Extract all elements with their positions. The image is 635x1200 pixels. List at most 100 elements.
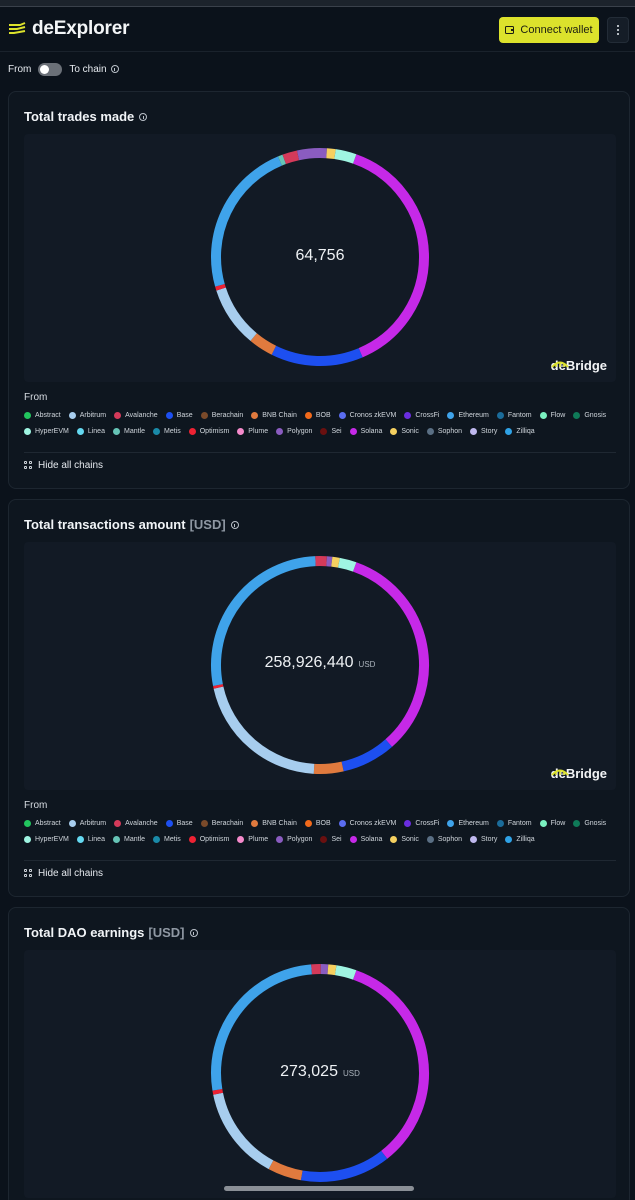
- legend-item[interactable]: Ethereum: [447, 412, 489, 419]
- direction-toggle[interactable]: [38, 62, 63, 76]
- legend-item[interactable]: Sophon: [426, 836, 462, 843]
- legend-item[interactable]: BOB: [304, 412, 331, 419]
- donut-slice-polygon[interactable]: [296, 148, 327, 161]
- legend-item[interactable]: Metis: [153, 428, 181, 435]
- legend-item[interactable]: CrossFi: [404, 820, 439, 827]
- legend-item[interactable]: Avalanche: [114, 412, 158, 419]
- donut-slice-base[interactable]: [300, 1150, 388, 1182]
- legend-item[interactable]: Base: [165, 412, 193, 419]
- legend-item[interactable]: Gnosis: [573, 820, 606, 827]
- legend-item[interactable]: Plume: [237, 428, 268, 435]
- donut-slice-arbitrum[interactable]: [216, 287, 257, 341]
- donut-slice-hyperevm[interactable]: [334, 965, 357, 980]
- donut-slice-base[interactable]: [341, 739, 393, 772]
- legend-item[interactable]: Flow: [539, 412, 565, 419]
- legend-item[interactable]: Avalanche: [114, 820, 158, 827]
- info-icon[interactable]: [189, 928, 198, 937]
- legend-label: Abstract: [35, 820, 61, 827]
- legend-label: Ethereum: [458, 820, 489, 827]
- donut-slice-arbitrum[interactable]: [213, 686, 315, 774]
- hide-all-chains-button[interactable]: Hide all chains: [24, 460, 103, 471]
- legend-dot: [153, 836, 160, 843]
- legend-item[interactable]: Solana: [349, 428, 382, 435]
- donut-slice-solana[interactable]: [353, 562, 429, 747]
- donut-slice-hyperevm[interactable]: [337, 557, 357, 572]
- legend-item[interactable]: Linea: [76, 836, 105, 843]
- legend-label: Abstract: [35, 412, 61, 419]
- legend-item[interactable]: Abstract: [24, 412, 61, 419]
- legend-item[interactable]: Polygon: [276, 428, 312, 435]
- info-icon[interactable]: [110, 65, 119, 73]
- legend-label: Gnosis: [584, 412, 607, 419]
- legend-item[interactable]: Mantle: [112, 428, 145, 435]
- legend-label: Mantle: [123, 428, 145, 435]
- donut-slice-sonic[interactable]: [327, 964, 337, 976]
- connect-wallet-button[interactable]: Connect wallet: [499, 17, 599, 43]
- legend-item[interactable]: Mantle: [112, 836, 145, 843]
- legend-item[interactable]: Fantom: [496, 820, 532, 827]
- legend-item[interactable]: Polygon: [276, 836, 312, 843]
- legend-item[interactable]: Sei: [320, 836, 342, 843]
- donut-slice-ethereum[interactable]: [211, 156, 282, 287]
- donut-slice-ethereum[interactable]: [211, 964, 313, 1091]
- legend-item[interactable]: Berachain: [200, 820, 243, 827]
- legend-dot: [349, 428, 357, 435]
- legend-item[interactable]: Metis: [153, 836, 181, 843]
- donut-slice-bnb-chain[interactable]: [250, 333, 277, 355]
- donut-slice-arbitrum[interactable]: [213, 1092, 274, 1170]
- donut-slice-bnb-chain[interactable]: [313, 761, 344, 774]
- legend-item[interactable]: Solana: [349, 836, 382, 843]
- legend-item[interactable]: Cronos zkEVM: [338, 412, 396, 419]
- legend-item[interactable]: Cronos zkEVM: [338, 820, 396, 827]
- donut-slice-solana[interactable]: [353, 970, 429, 1159]
- donut-slice-solana[interactable]: [353, 154, 429, 358]
- legend-item[interactable]: Sonic: [390, 428, 419, 435]
- donut-slice-optimism[interactable]: [215, 283, 226, 291]
- legend-item[interactable]: Sei: [320, 428, 342, 435]
- card-title-unit: [USD]: [189, 517, 226, 532]
- legend-item[interactable]: BOB: [304, 820, 331, 827]
- donut-slice-bnb-chain[interactable]: [268, 1160, 303, 1181]
- legend-item[interactable]: BNB Chain: [251, 412, 297, 419]
- app-logo[interactable]: deExplorer: [8, 18, 129, 40]
- legend-item[interactable]: Gnosis: [573, 412, 606, 419]
- info-icon[interactable]: [230, 520, 239, 529]
- legend-item[interactable]: Ethereum: [447, 820, 489, 827]
- legend-item[interactable]: Fantom: [496, 412, 532, 419]
- divider: [24, 860, 616, 861]
- legend-item[interactable]: Optimism: [188, 836, 229, 843]
- legend-item[interactable]: Zilliqa: [505, 428, 535, 435]
- legend-item[interactable]: CrossFi: [404, 412, 439, 419]
- donut-slice-mantle[interactable]: [278, 154, 286, 166]
- legend-item[interactable]: Optimism: [188, 428, 229, 435]
- legend-item[interactable]: Abstract: [24, 820, 61, 827]
- kebab-menu-icon[interactable]: [607, 17, 629, 43]
- donut-slice-optimism[interactable]: [213, 684, 224, 689]
- donut-slice-ethereum[interactable]: [211, 556, 316, 687]
- donut-slice-sonic[interactable]: [331, 556, 340, 568]
- legend-item[interactable]: Story: [470, 836, 497, 843]
- donut-slice-base[interactable]: [271, 345, 363, 366]
- donut-slice-sonic[interactable]: [326, 148, 336, 160]
- legend-item[interactable]: BNB Chain: [251, 820, 297, 827]
- legend-item[interactable]: Plume: [237, 836, 268, 843]
- legend-item[interactable]: Linea: [76, 428, 105, 435]
- legend-item[interactable]: Flow: [539, 820, 565, 827]
- donut-slice-hyperevm[interactable]: [334, 149, 357, 164]
- legend-item[interactable]: Sonic: [390, 836, 419, 843]
- donut-slice-avalanche[interactable]: [282, 150, 300, 165]
- legend-item[interactable]: Arbitrum: [68, 820, 106, 827]
- chart-center-value: 258,926,440 USD: [24, 654, 616, 672]
- hide-all-chains-button[interactable]: Hide all chains: [24, 868, 103, 879]
- info-icon[interactable]: [139, 112, 148, 121]
- legend-item[interactable]: Arbitrum: [68, 412, 106, 419]
- legend-item[interactable]: Base: [165, 820, 193, 827]
- legend-item[interactable]: HyperEVM: [24, 428, 69, 435]
- legend-item[interactable]: Story: [470, 428, 497, 435]
- legend-item[interactable]: Berachain: [200, 412, 243, 419]
- legend-item[interactable]: Zilliqa: [505, 836, 535, 843]
- legend-item[interactable]: Sophon: [426, 428, 462, 435]
- legend-label: Base: [176, 412, 193, 419]
- legend-item[interactable]: HyperEVM: [24, 836, 69, 843]
- donut-slice-optimism[interactable]: [212, 1089, 223, 1095]
